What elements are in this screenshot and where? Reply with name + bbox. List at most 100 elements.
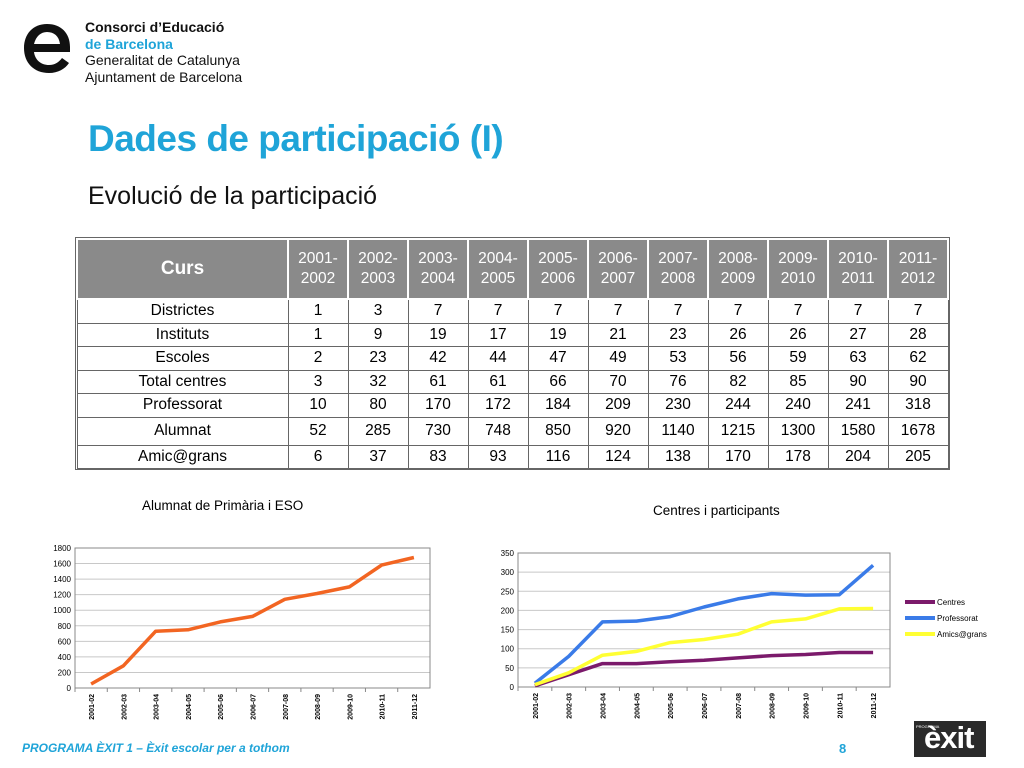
year-end: 2009	[720, 270, 756, 287]
x-tick-label: 2010-11	[380, 694, 387, 719]
table-cell: 170	[707, 444, 769, 469]
series-line	[533, 563, 875, 685]
table-cell: 7	[707, 298, 769, 324]
year-start: 2002-	[358, 250, 398, 267]
table-cell: 49	[587, 346, 649, 371]
x-tick-label: 2006-07	[251, 694, 258, 720]
table-cell: 6	[287, 444, 349, 469]
legend-label: Professorat	[937, 614, 979, 623]
year-start: 2011-	[898, 250, 938, 267]
y-tick-label: 250	[501, 587, 515, 596]
table-cell: 116	[527, 444, 589, 469]
table-cell: 82	[707, 369, 769, 394]
table-year-header: 2006- 2007	[587, 238, 649, 300]
y-tick-label: 0	[510, 683, 515, 692]
table-year-header: 2005- 2006	[527, 238, 589, 300]
table-cell: 76	[647, 369, 709, 394]
x-tick-label: 2009-10	[347, 694, 354, 720]
y-tick-label: 300	[501, 568, 515, 577]
x-tick-label: 2002-03	[567, 693, 574, 719]
table-year-header: 2008- 2009	[707, 238, 769, 300]
table-year-header: 2002- 2003	[347, 238, 409, 300]
consorci-e-icon	[24, 24, 70, 73]
x-tick-label: 2007-08	[283, 694, 290, 720]
year-start: 2008-	[718, 250, 758, 267]
table-cell: 748	[467, 416, 529, 446]
logo-text: Consorci d’Educació de Barcelona General…	[85, 19, 242, 85]
series-line	[90, 555, 415, 686]
series-line	[534, 650, 874, 688]
table-cell: 90	[827, 369, 889, 394]
y-tick-label: 50	[505, 664, 514, 673]
table-cell: 10	[287, 393, 349, 418]
table-cell: 62	[887, 346, 949, 371]
year-start: 2007-	[658, 250, 698, 267]
table-row: Instituts 1 9 19 17 19 21 23 26 26 27 28	[76, 322, 949, 347]
table-cell: 19	[527, 322, 589, 347]
table-cell: 1215	[707, 416, 769, 446]
table-cell: 90	[887, 369, 949, 394]
table-row: Escoles 2 23 42 44 47 49 53 56 59 63 62	[76, 346, 949, 371]
year-end: 2010	[780, 270, 816, 287]
table-cell: 178	[767, 444, 829, 469]
year-end: 2011	[841, 270, 875, 287]
table-cell: 7	[647, 298, 709, 324]
table-cell: 17	[467, 322, 529, 347]
table-cell: 3	[347, 298, 409, 324]
year-start: 2001-	[298, 250, 338, 267]
y-tick-label: 1000	[53, 606, 71, 615]
row-label: Escoles	[76, 346, 289, 371]
y-tick-label: 350	[501, 549, 515, 558]
table-cell: 730	[407, 416, 469, 446]
table-cell: 1580	[827, 416, 889, 446]
year-start: 2009-	[778, 250, 818, 267]
table-cell: 63	[827, 346, 889, 371]
table-row: Districtes 1 3 7 7 7 7 7 7 7 7 7	[76, 298, 949, 324]
table-cell: 920	[587, 416, 649, 446]
table-cell: 285	[347, 416, 409, 446]
table-cell: 44	[467, 346, 529, 371]
logo-line-3: Generalitat de Catalunya	[85, 52, 240, 68]
chart-1-title: Alumnat de Primària i ESO	[142, 498, 304, 513]
year-end: 2005	[480, 270, 516, 287]
table-cell: 47	[527, 346, 589, 371]
table-cell: 170	[407, 393, 469, 418]
table-cell: 7	[407, 298, 469, 324]
logo-line-1: Consorci d’Educació	[85, 19, 225, 35]
table-cell: 53	[647, 346, 709, 371]
table-cell: 1	[287, 322, 349, 347]
footer-program: PROGRAMA ÈXIT 1 – Èxit escolar per a tot…	[22, 741, 290, 755]
table-cell: 7	[587, 298, 649, 324]
page-title: Dades de participació (I)	[88, 118, 504, 159]
table-cell: 85	[767, 369, 829, 394]
x-tick-label: 2006-07	[702, 693, 709, 719]
x-tick-label: 2011-12	[412, 694, 419, 719]
table-cell: 70	[587, 369, 649, 394]
plot-frame	[74, 547, 431, 689]
y-tick-label: 200	[501, 606, 515, 615]
y-tick-label: 1400	[53, 575, 71, 584]
y-tick-label: 150	[501, 626, 515, 635]
table-cell: 1678	[887, 416, 949, 446]
table-cell: 7	[827, 298, 889, 324]
table-year-header: 2011- 2012	[887, 238, 949, 300]
year-end: 2008	[660, 270, 696, 287]
table-cell: 28	[887, 322, 949, 347]
exit-logo-small-text: PROGRAMA	[916, 724, 940, 729]
y-tick-label: 200	[58, 668, 72, 677]
table-row: Total centres 3 32 61 61 66 70 76 82 85 90 90	[76, 369, 949, 394]
table-cell: 209	[587, 393, 649, 418]
x-tick-label: 2001-02	[89, 694, 96, 720]
x-tick-label: 2007-08	[736, 693, 743, 719]
page-number: 8	[839, 741, 847, 756]
year-start: 2006-	[598, 250, 638, 267]
year-end: 2002	[300, 270, 336, 287]
x-tick-label: 2009-10	[803, 693, 810, 719]
table-year-header: 2001- 2002	[287, 238, 349, 300]
exit-logo: PROGRAMA èxit	[914, 720, 986, 757]
table-cell: 7	[527, 298, 589, 324]
legend-label: Amics@grans	[937, 630, 987, 639]
year-start: 2010-	[838, 250, 878, 267]
x-tick-label: 2003-04	[154, 694, 161, 720]
table-cell: 59	[767, 346, 829, 371]
